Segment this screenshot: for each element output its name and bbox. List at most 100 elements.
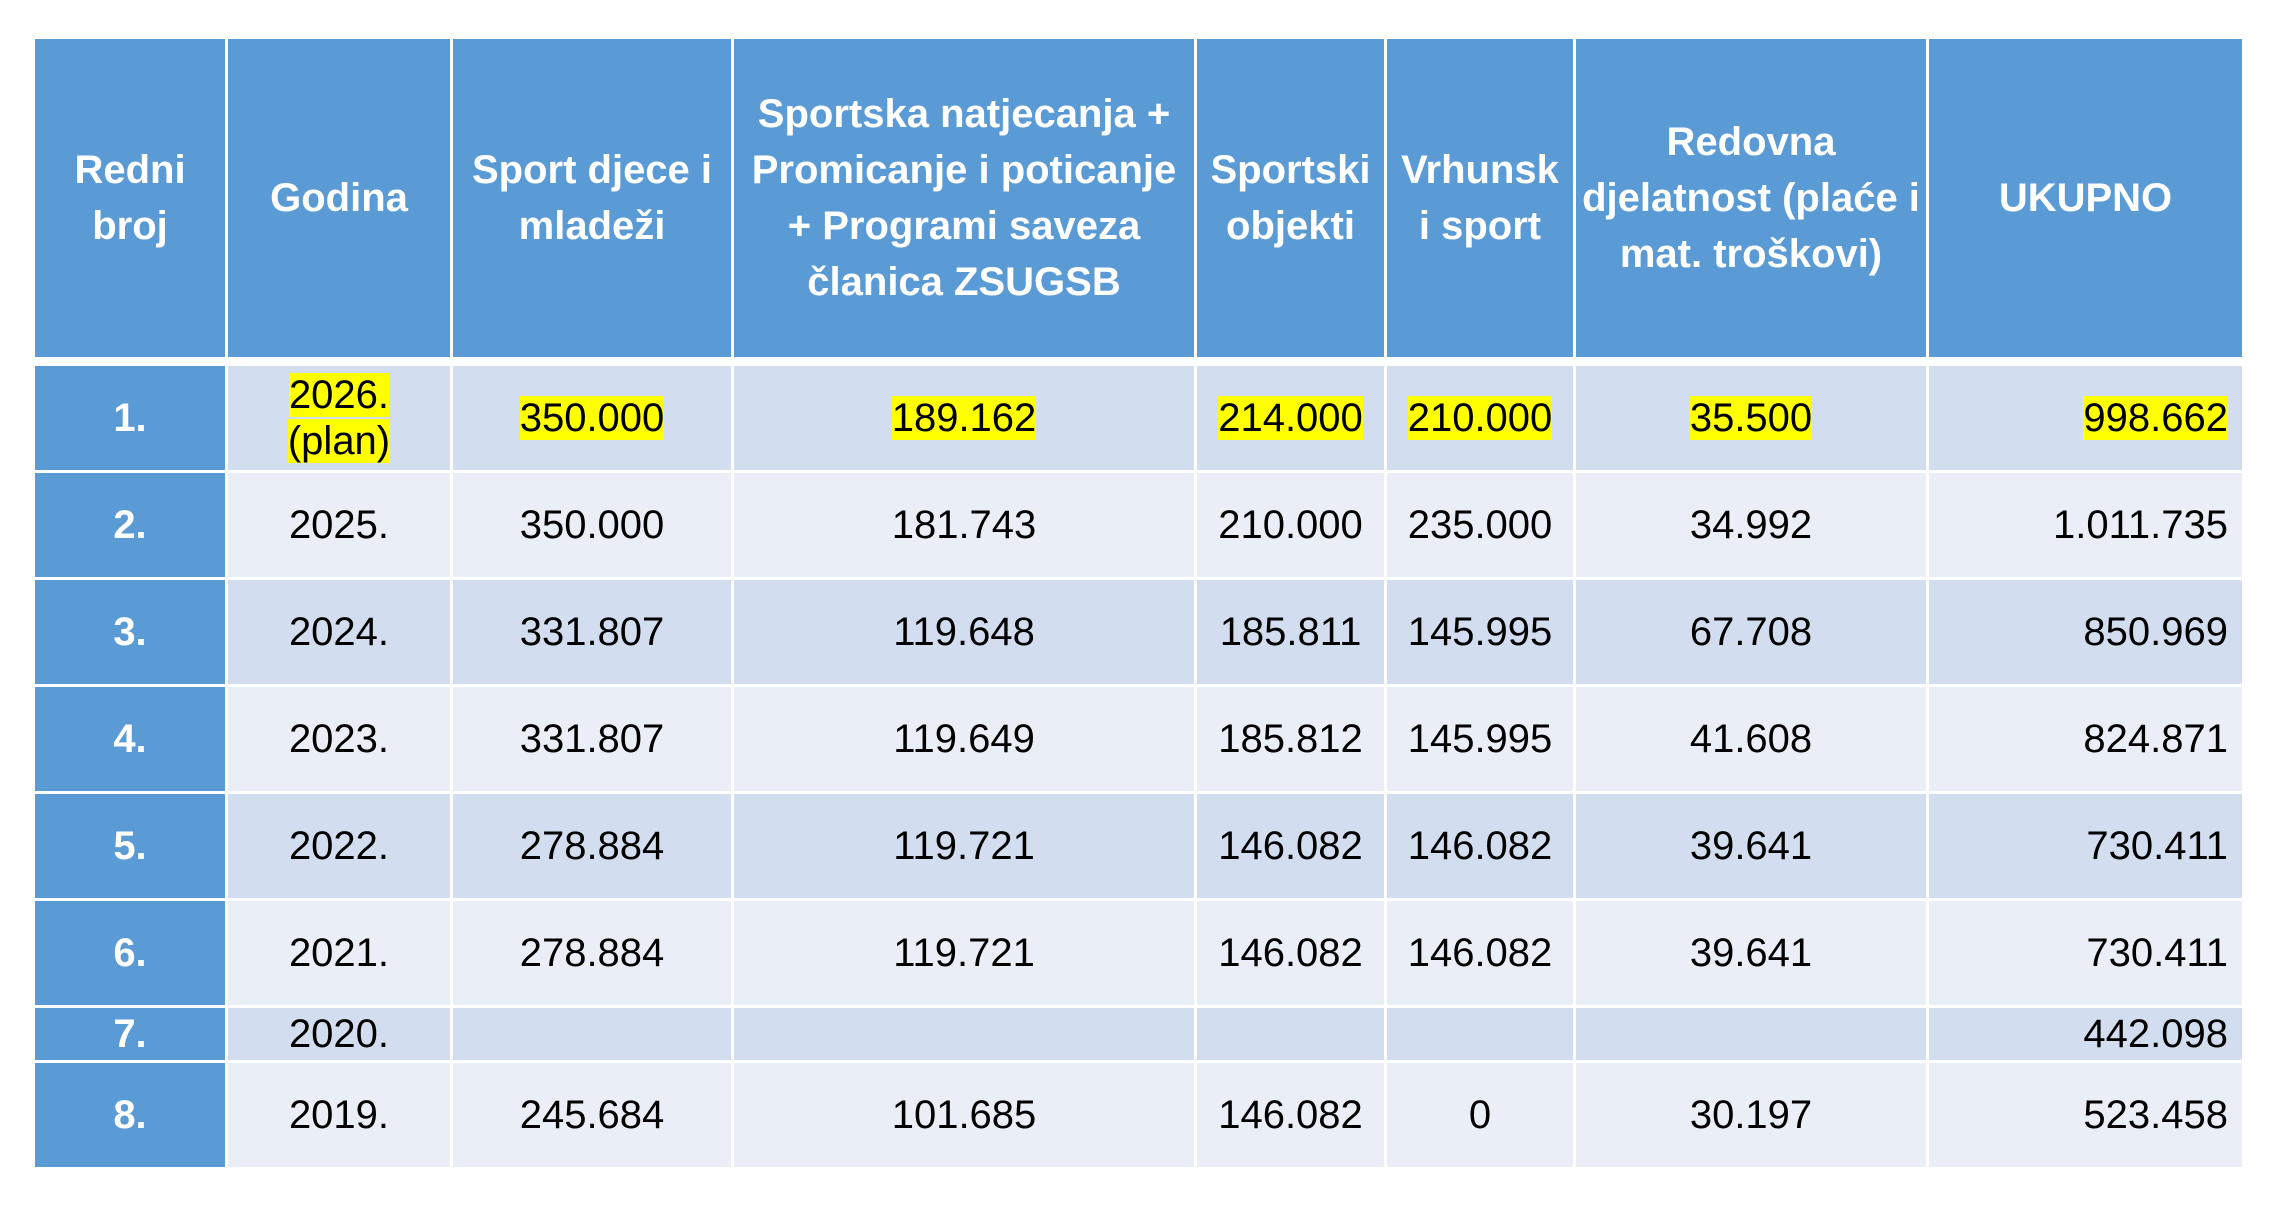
row-number-value: 7.: [113, 1012, 147, 1056]
cell-redovna-djelatnost: 35.500: [1573, 360, 1929, 473]
cell-ukupno-value: 1.011.735: [2053, 503, 2228, 547]
cell-redovna-djelatnost: [1573, 1005, 1929, 1063]
row-number-value: 4.: [113, 717, 147, 761]
cell-sport-djece-value: 350.000: [519, 503, 665, 547]
cell-sportska-natjecanja: [731, 1005, 1197, 1063]
cell-godina: 2021.: [225, 898, 453, 1008]
cell-redovna-djelatnost: 39.641: [1573, 898, 1929, 1008]
cell-redovna-djelatnost-value: 41.608: [1689, 717, 1813, 761]
header-row: Redni broj Godina Sport djece i mladeži …: [32, 36, 2245, 363]
cell-godina-value: 2025.: [288, 503, 390, 547]
cell-vrhunski-sport-value: 146.082: [1407, 824, 1553, 868]
row-number-value: 3.: [113, 610, 147, 654]
cell-godina-value: 2024.: [288, 610, 390, 654]
cell-redovna-djelatnost: 67.708: [1573, 577, 1929, 687]
cell-sportski-objekti-value: 185.811: [1219, 610, 1362, 654]
cell-ukupno-value: 730.411: [2086, 824, 2228, 868]
cell-godina: 2023.: [225, 684, 453, 794]
cell-redovna-djelatnost-value: 39.641: [1689, 824, 1813, 868]
cell-ukupno: 850.969: [1926, 577, 2245, 687]
cell-ukupno: 730.411: [1926, 898, 2245, 1008]
cell-sportska-natjecanja-value: 189.162: [891, 396, 1037, 440]
cell-sportska-natjecanja-value: 119.721: [893, 931, 1035, 975]
header-sportska-natjecanja: Sportska natjecanja + Promicanje i potic…: [731, 36, 1197, 363]
cell-sportska-natjecanja-value: 119.721: [893, 824, 1035, 868]
row-number: 6.: [32, 898, 228, 1008]
cell-ukupno: 523.458: [1926, 1060, 2245, 1170]
table-row: 4. 2023. 331.807 119.649 185.812 145.995 41.60…: [32, 684, 2245, 794]
cell-ukupno: 1.011.735: [1926, 470, 2245, 580]
header-sport-djece: Sport djece i mladeži: [450, 36, 734, 363]
row-number: 5.: [32, 791, 228, 901]
cell-sportski-objekti: 185.812: [1194, 684, 1387, 794]
cell-redovna-djelatnost: 41.608: [1573, 684, 1929, 794]
cell-vrhunski-sport: 146.082: [1384, 898, 1576, 1008]
cell-sport-djece: 331.807: [450, 684, 734, 794]
table-row: 6. 2021. 278.884 119.721 146.082 146.082 39.64…: [32, 898, 2245, 1008]
cell-godina-value: 2026.: [288, 373, 390, 417]
cell-vrhunski-sport: 235.000: [1384, 470, 1576, 580]
cell-godina: 2022.: [225, 791, 453, 901]
cell-sportska-natjecanja: 101.685: [731, 1060, 1197, 1170]
cell-ukupno: 442.098: [1926, 1005, 2245, 1063]
cell-sport-djece: 331.807: [450, 577, 734, 687]
cell-sportska-natjecanja-value: 119.649: [893, 717, 1035, 761]
cell-godina: 2026. (plan): [225, 360, 453, 473]
cell-sport-djece: 278.884: [450, 898, 734, 1008]
cell-sportski-objekti: 214.000: [1194, 360, 1387, 473]
cell-godina-value: 2022.: [288, 824, 390, 868]
cell-redovna-djelatnost-value: 34.992: [1689, 503, 1813, 547]
cell-sportska-natjecanja-value: 119.648: [893, 610, 1035, 654]
cell-sportska-natjecanja: 181.743: [731, 470, 1197, 580]
cell-sport-djece-value: 350.000: [519, 396, 665, 440]
cell-vrhunski-sport: 210.000: [1384, 360, 1576, 473]
row-number-value: 5.: [113, 824, 147, 868]
cell-godina-value: 2023.: [288, 717, 390, 761]
row-number-value: 2.: [113, 503, 147, 547]
cell-redovna-djelatnost-value: 67.708: [1689, 610, 1813, 654]
cell-sport-djece-value: 278.884: [519, 824, 665, 868]
cell-ukupno-value: 824.871: [2083, 717, 2228, 761]
header-redovna-djelatnost: Redovna djelatnost (plaće i mat. troškov…: [1573, 36, 1929, 363]
cell-ukupno: 824.871: [1926, 684, 2245, 794]
cell-redovna-djelatnost-value: 30.197: [1689, 1093, 1813, 1137]
cell-sportska-natjecanja: 189.162: [731, 360, 1197, 473]
row-number: 2.: [32, 470, 228, 580]
cell-vrhunski-sport-value: 145.995: [1407, 717, 1553, 761]
cell-sportski-objekti-value: 146.082: [1218, 824, 1363, 868]
row-number: 1.: [32, 360, 228, 473]
cell-vrhunski-sport: [1384, 1005, 1576, 1063]
row-number-value: 1.: [113, 396, 147, 440]
budget-table: Redni broj Godina Sport djece i mladeži …: [32, 36, 2245, 1170]
table-row: 8. 2019. 245.684 101.685 146.082 0 30.197 523.4…: [32, 1060, 2245, 1170]
cell-ukupno: 998.662: [1926, 360, 2245, 473]
cell-sport-djece-value: 331.807: [519, 610, 665, 654]
row-number-value: 8.: [113, 1093, 147, 1137]
cell-vrhunski-sport-value: 146.082: [1407, 931, 1553, 975]
cell-vrhunski-sport-value: 0: [1468, 1093, 1492, 1137]
header-vrhunski-sport: Vrhunsk i sport: [1384, 36, 1576, 363]
cell-sport-djece-value: 245.684: [519, 1093, 665, 1137]
table-row: 5. 2022. 278.884 119.721 146.082 146.082 39.64…: [32, 791, 2245, 901]
cell-sportski-objekti: 210.000: [1194, 470, 1387, 580]
cell-vrhunski-sport: 145.995: [1384, 577, 1576, 687]
table-row: 7. 2020. 442.098: [32, 1005, 2245, 1063]
cell-redovna-djelatnost: 34.992: [1573, 470, 1929, 580]
cell-sport-djece-value: 331.807: [519, 717, 665, 761]
cell-vrhunski-sport: 145.995: [1384, 684, 1576, 794]
cell-vrhunski-sport-value: 210.000: [1407, 396, 1553, 440]
header-redni-broj: Redni broj: [32, 36, 228, 363]
cell-redovna-djelatnost-value: 39.641: [1689, 931, 1813, 975]
cell-ukupno-value: 523.458: [2083, 1093, 2228, 1137]
header-godina: Godina: [225, 36, 453, 363]
cell-sportski-objekti-value: 146.082: [1218, 931, 1363, 975]
cell-sport-djece: 245.684: [450, 1060, 734, 1170]
cell-sportski-objekti: 146.082: [1194, 898, 1387, 1008]
cell-godina: 2019.: [225, 1060, 453, 1170]
cell-godina-value: 2021.: [288, 931, 390, 975]
cell-godina: 2024.: [225, 577, 453, 687]
cell-sportski-objekti-value: 185.812: [1218, 717, 1363, 761]
cell-godina: 2020.: [225, 1005, 453, 1063]
header-ukupno: UKUPNO: [1926, 36, 2245, 363]
cell-vrhunski-sport-value: 145.995: [1407, 610, 1553, 654]
